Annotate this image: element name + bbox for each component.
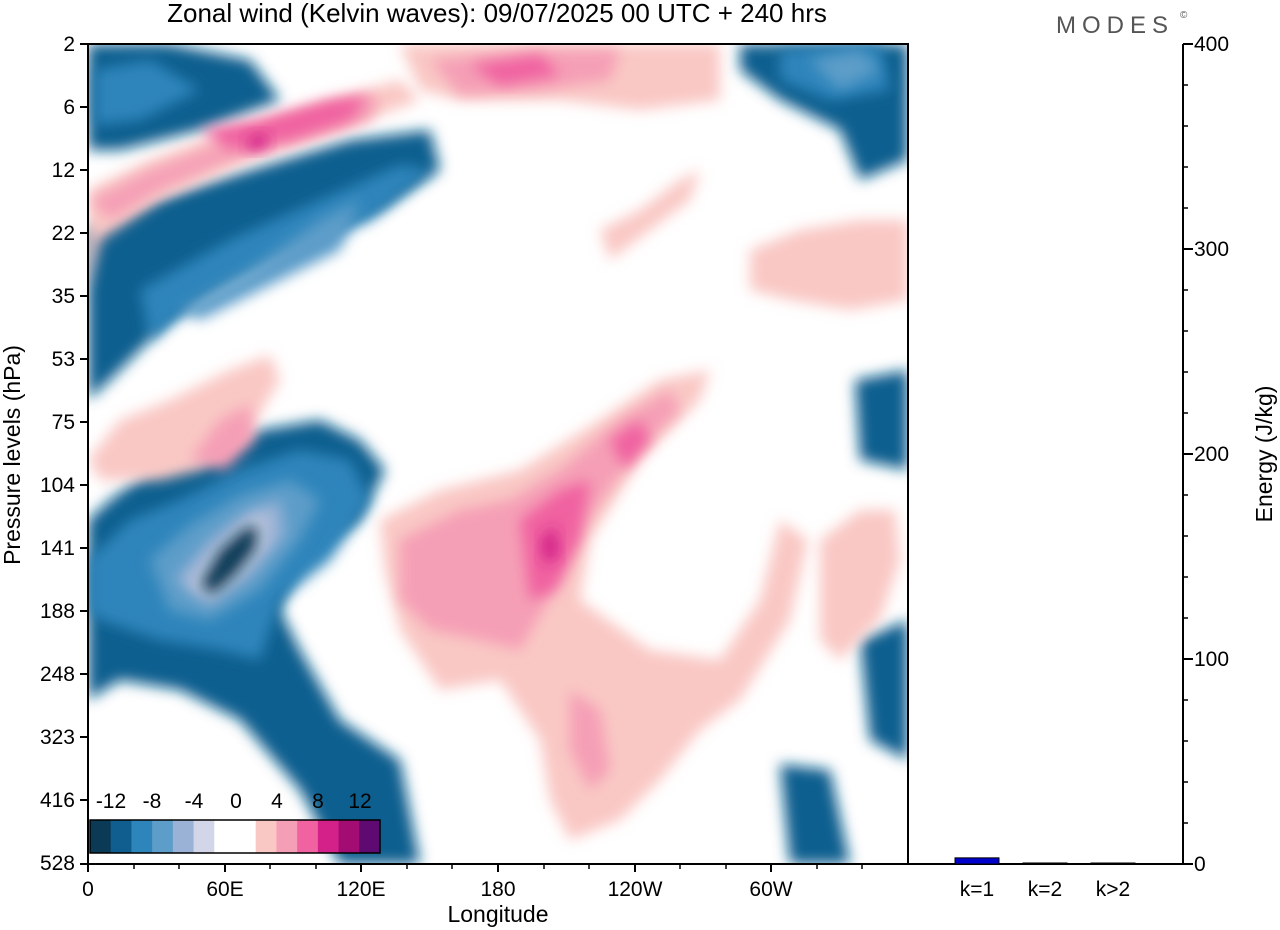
energy-tick-label: 300: [1194, 238, 1229, 261]
colorbar-labels: -12 -8 -4 0 4 8 12: [96, 790, 372, 813]
y-tick-label: 2: [63, 33, 75, 56]
energy-axis-label: Energy (J/kg): [1251, 386, 1277, 523]
colorbar-swatch: [131, 820, 153, 853]
colorbar-swatch: [359, 820, 381, 853]
easterly-contour-band: [780, 764, 850, 864]
x-axis-label: Longitude: [447, 901, 548, 927]
westerly-contour-band: [380, 370, 808, 840]
colorbar-swatch: [110, 820, 132, 853]
energy-bar: [1022, 862, 1068, 865]
energy-bar: [1090, 862, 1136, 865]
westerly-contour-band: [88, 355, 280, 480]
westerly-contour-band: [570, 690, 610, 790]
colorbar-label: 0: [230, 790, 242, 813]
colorbar-label: -8: [143, 790, 162, 813]
y-tick-label: 75: [52, 411, 75, 434]
energy-bars: [954, 857, 1136, 865]
x-axis: 0 60E 120E 180 120W 60W Longitude: [82, 864, 863, 927]
colorbar-label: -4: [185, 790, 204, 813]
y-tick-label: 12: [52, 159, 75, 182]
chart-title: Zonal wind (Kelvin waves): 09/07/2025 00…: [167, 0, 827, 28]
y-tick-label: 6: [63, 96, 75, 119]
x-tick-label: 120W: [608, 878, 663, 901]
y-tick-label: 323: [40, 726, 75, 749]
westerly-contour-band: [190, 405, 255, 470]
westerly-contour-band: [610, 420, 650, 470]
brand-name: MODES: [1056, 12, 1174, 39]
energy-tick-label: 400: [1194, 33, 1229, 56]
colorbar-frame: [89, 819, 381, 854]
y-tick-label: 141: [40, 537, 75, 560]
brand-mark: ©: [1180, 10, 1188, 21]
easterly-contour-band: [95, 60, 200, 125]
x-tick-label: 180: [480, 878, 515, 901]
bar-category-label: k=2: [1028, 878, 1062, 901]
bar-category-label: k>2: [1096, 878, 1130, 901]
colorbar-swatch: [297, 820, 319, 853]
y-tick-label: 22: [52, 222, 75, 245]
x-tick-label: 60E: [206, 878, 243, 901]
colorbar-swatch: [193, 820, 215, 853]
westerly-contour-band: [540, 525, 560, 565]
x-tick-label: 120E: [336, 878, 385, 901]
colorbar-swatch: [235, 820, 257, 853]
y-tick-label: 104: [40, 474, 75, 497]
x-tick-label: 0: [82, 878, 94, 901]
easterly-core: [200, 525, 258, 595]
colorbar: [89, 819, 381, 854]
x-tick-label: 60W: [749, 878, 792, 901]
colorbar-swatch: [172, 820, 195, 853]
y-tick-label: 416: [40, 789, 75, 812]
energy-panel: 400 300 200 100 0 Energy (J/kg) k=1 k=2 …: [908, 33, 1277, 901]
modes-logo: MODES ©: [1056, 10, 1188, 39]
easterly-contour-band: [855, 370, 908, 470]
colorbar-swatch: [90, 820, 112, 853]
colorbar-swatch: [255, 820, 277, 853]
y-tick-label: 35: [52, 285, 75, 308]
westerly-contour-band: [470, 55, 560, 85]
colorbar-swatch: [338, 820, 360, 853]
colorbar-swatch: [214, 820, 236, 853]
y-axis-label: Pressure levels (hPa): [0, 345, 25, 565]
energy-tick-label: 200: [1194, 443, 1229, 466]
westerly-contour-band: [600, 170, 700, 260]
y-axis: 2 6 12 22 35 53 75 104 141 188 248 323 4…: [0, 33, 88, 875]
colorbar-label: 4: [271, 790, 283, 813]
colorbar-label: -12: [96, 790, 126, 813]
colorbar-swatch: [276, 820, 298, 853]
energy-bar: [954, 857, 1000, 865]
easterly-contour-band: [860, 620, 908, 760]
y-tick-label: 53: [52, 348, 75, 371]
y-tick-label: 528: [40, 852, 75, 875]
easterly-contour-band: [810, 50, 880, 90]
colorbar-label: 8: [312, 790, 324, 813]
easterly-contour-band: [180, 200, 360, 320]
westerly-contour-band: [750, 220, 908, 310]
energy-tick-label: 0: [1194, 853, 1206, 876]
energy-ticks: [1183, 43, 1193, 865]
westerly-contour-band: [820, 510, 900, 660]
westerly-contour-band: [200, 95, 370, 150]
heatmap-contours: [88, 44, 908, 864]
y-tick-label: 188: [40, 600, 75, 623]
westerly-contour-band: [245, 132, 270, 152]
y-tick-label: 248: [40, 663, 75, 686]
colorbar-label: 12: [348, 790, 371, 813]
bar-category-label: k=1: [960, 878, 994, 901]
colorbar-swatch: [152, 820, 174, 853]
energy-tick-label: 100: [1194, 648, 1229, 671]
colorbar-swatch: [317, 820, 340, 853]
